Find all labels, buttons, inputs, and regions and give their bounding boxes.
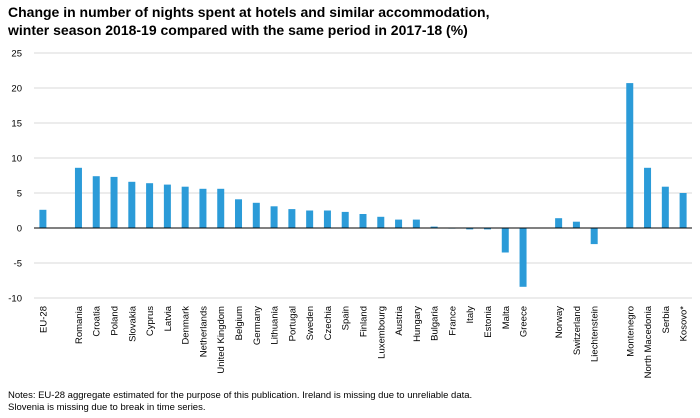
x-tick-label: Hungary bbox=[412, 306, 423, 342]
y-tick-label: 20 bbox=[11, 84, 22, 95]
bar bbox=[181, 186, 189, 228]
bar bbox=[323, 210, 331, 228]
bars bbox=[39, 83, 687, 287]
y-tick-label: 15 bbox=[11, 119, 22, 130]
x-tick-label: Austria bbox=[394, 305, 405, 335]
chart-title: Change in number of nights spent at hote… bbox=[8, 3, 688, 39]
bar bbox=[501, 228, 509, 253]
x-tick-label: Sweden bbox=[305, 306, 316, 340]
bar bbox=[590, 228, 598, 245]
x-tick-label: France bbox=[447, 306, 458, 336]
x-tick-label: Romania bbox=[74, 305, 85, 344]
bar bbox=[217, 188, 225, 228]
y-tick-label: 25 bbox=[11, 49, 22, 60]
chart-notes: Notes: EU-28 aggregate estimated for the… bbox=[8, 390, 698, 414]
notes-line-2: Slovenia is missing due to break in time… bbox=[8, 402, 206, 413]
bar bbox=[110, 176, 118, 228]
gridlines bbox=[34, 52, 692, 299]
x-tick-label: Czechia bbox=[323, 305, 334, 340]
bar bbox=[466, 228, 474, 230]
chart-title-line-2: winter season 2018-19 compared with the … bbox=[8, 22, 468, 38]
bar bbox=[235, 199, 243, 228]
x-tick-label: Kosovo* bbox=[679, 306, 690, 342]
x-tick-label: Serbia bbox=[661, 305, 672, 333]
x-tick-label: Belgium bbox=[234, 306, 245, 340]
x-tick-label: Bulgaria bbox=[430, 305, 441, 341]
notes-line-1: Notes: EU-28 aggregate estimated for the… bbox=[8, 390, 473, 401]
bar bbox=[412, 219, 420, 228]
bar bbox=[644, 167, 652, 228]
bar bbox=[483, 228, 491, 230]
bar bbox=[395, 219, 403, 228]
bar bbox=[572, 221, 580, 228]
x-tick-label: Netherlands bbox=[198, 306, 209, 357]
x-tick-label: Denmark bbox=[181, 306, 192, 345]
y-tick-label: -10 bbox=[8, 294, 22, 305]
y-tick-label: 0 bbox=[17, 224, 22, 235]
x-tick-label: EU-28 bbox=[38, 306, 49, 333]
bar bbox=[199, 188, 207, 228]
x-tick-label: Liechtenstein bbox=[590, 306, 601, 362]
bar bbox=[359, 214, 367, 228]
bar bbox=[288, 209, 296, 228]
bar bbox=[626, 83, 634, 228]
bar bbox=[679, 193, 687, 228]
x-tick-label: Luxembourg bbox=[376, 306, 387, 359]
bar bbox=[555, 218, 563, 228]
x-tick-label: Lithuania bbox=[270, 305, 281, 344]
x-tick-label: United Kingdom bbox=[216, 306, 227, 374]
x-tick-label: Portugal bbox=[287, 306, 298, 341]
bar bbox=[128, 181, 136, 228]
x-tick-labels: EU-28 Romania Croatia Poland Slovakia Cyprus L… bbox=[38, 305, 689, 378]
bar bbox=[341, 211, 349, 228]
x-tick-label: Cyprus bbox=[145, 306, 156, 336]
bar-chart: -10 -5 0 5 10 15 20 25 EU-28 Romania Croatia Polan… bbox=[8, 49, 692, 378]
x-tick-label: Latvia bbox=[163, 305, 174, 331]
bar bbox=[377, 216, 385, 228]
x-tick-label: Montenegro bbox=[625, 306, 636, 357]
x-tick-label: Germany bbox=[252, 306, 263, 345]
bar bbox=[270, 206, 278, 228]
x-tick-label: Croatia bbox=[92, 305, 103, 336]
x-tick-label: Italy bbox=[465, 306, 476, 324]
x-tick-label: Estonia bbox=[483, 305, 494, 337]
x-tick-label: Greece bbox=[519, 306, 530, 337]
bar bbox=[74, 167, 82, 228]
bar bbox=[39, 209, 47, 228]
x-tick-label: Finland bbox=[359, 306, 370, 337]
x-tick-label: North Macedonia bbox=[643, 305, 654, 378]
x-tick-label: Switzerland bbox=[572, 306, 583, 355]
bar bbox=[430, 226, 438, 228]
x-tick-label: Malta bbox=[501, 305, 512, 329]
y-tick-label: 5 bbox=[17, 189, 22, 200]
y-tick-label: 10 bbox=[11, 154, 22, 165]
bar bbox=[519, 228, 527, 287]
x-tick-label: Spain bbox=[341, 306, 352, 330]
y-tick-labels: -10 -5 0 5 10 15 20 25 bbox=[8, 49, 22, 305]
bar bbox=[92, 176, 100, 228]
x-tick-label: Norway bbox=[554, 306, 565, 338]
chart-title-line-1: Change in number of nights spent at hote… bbox=[8, 4, 490, 20]
bar bbox=[163, 184, 171, 228]
bar bbox=[252, 202, 260, 228]
bar bbox=[146, 183, 154, 228]
y-tick-label: -5 bbox=[14, 259, 22, 270]
x-tick-label: Poland bbox=[110, 306, 121, 336]
bar bbox=[306, 210, 314, 228]
bar bbox=[661, 186, 669, 228]
x-tick-label: Slovakia bbox=[127, 305, 138, 342]
